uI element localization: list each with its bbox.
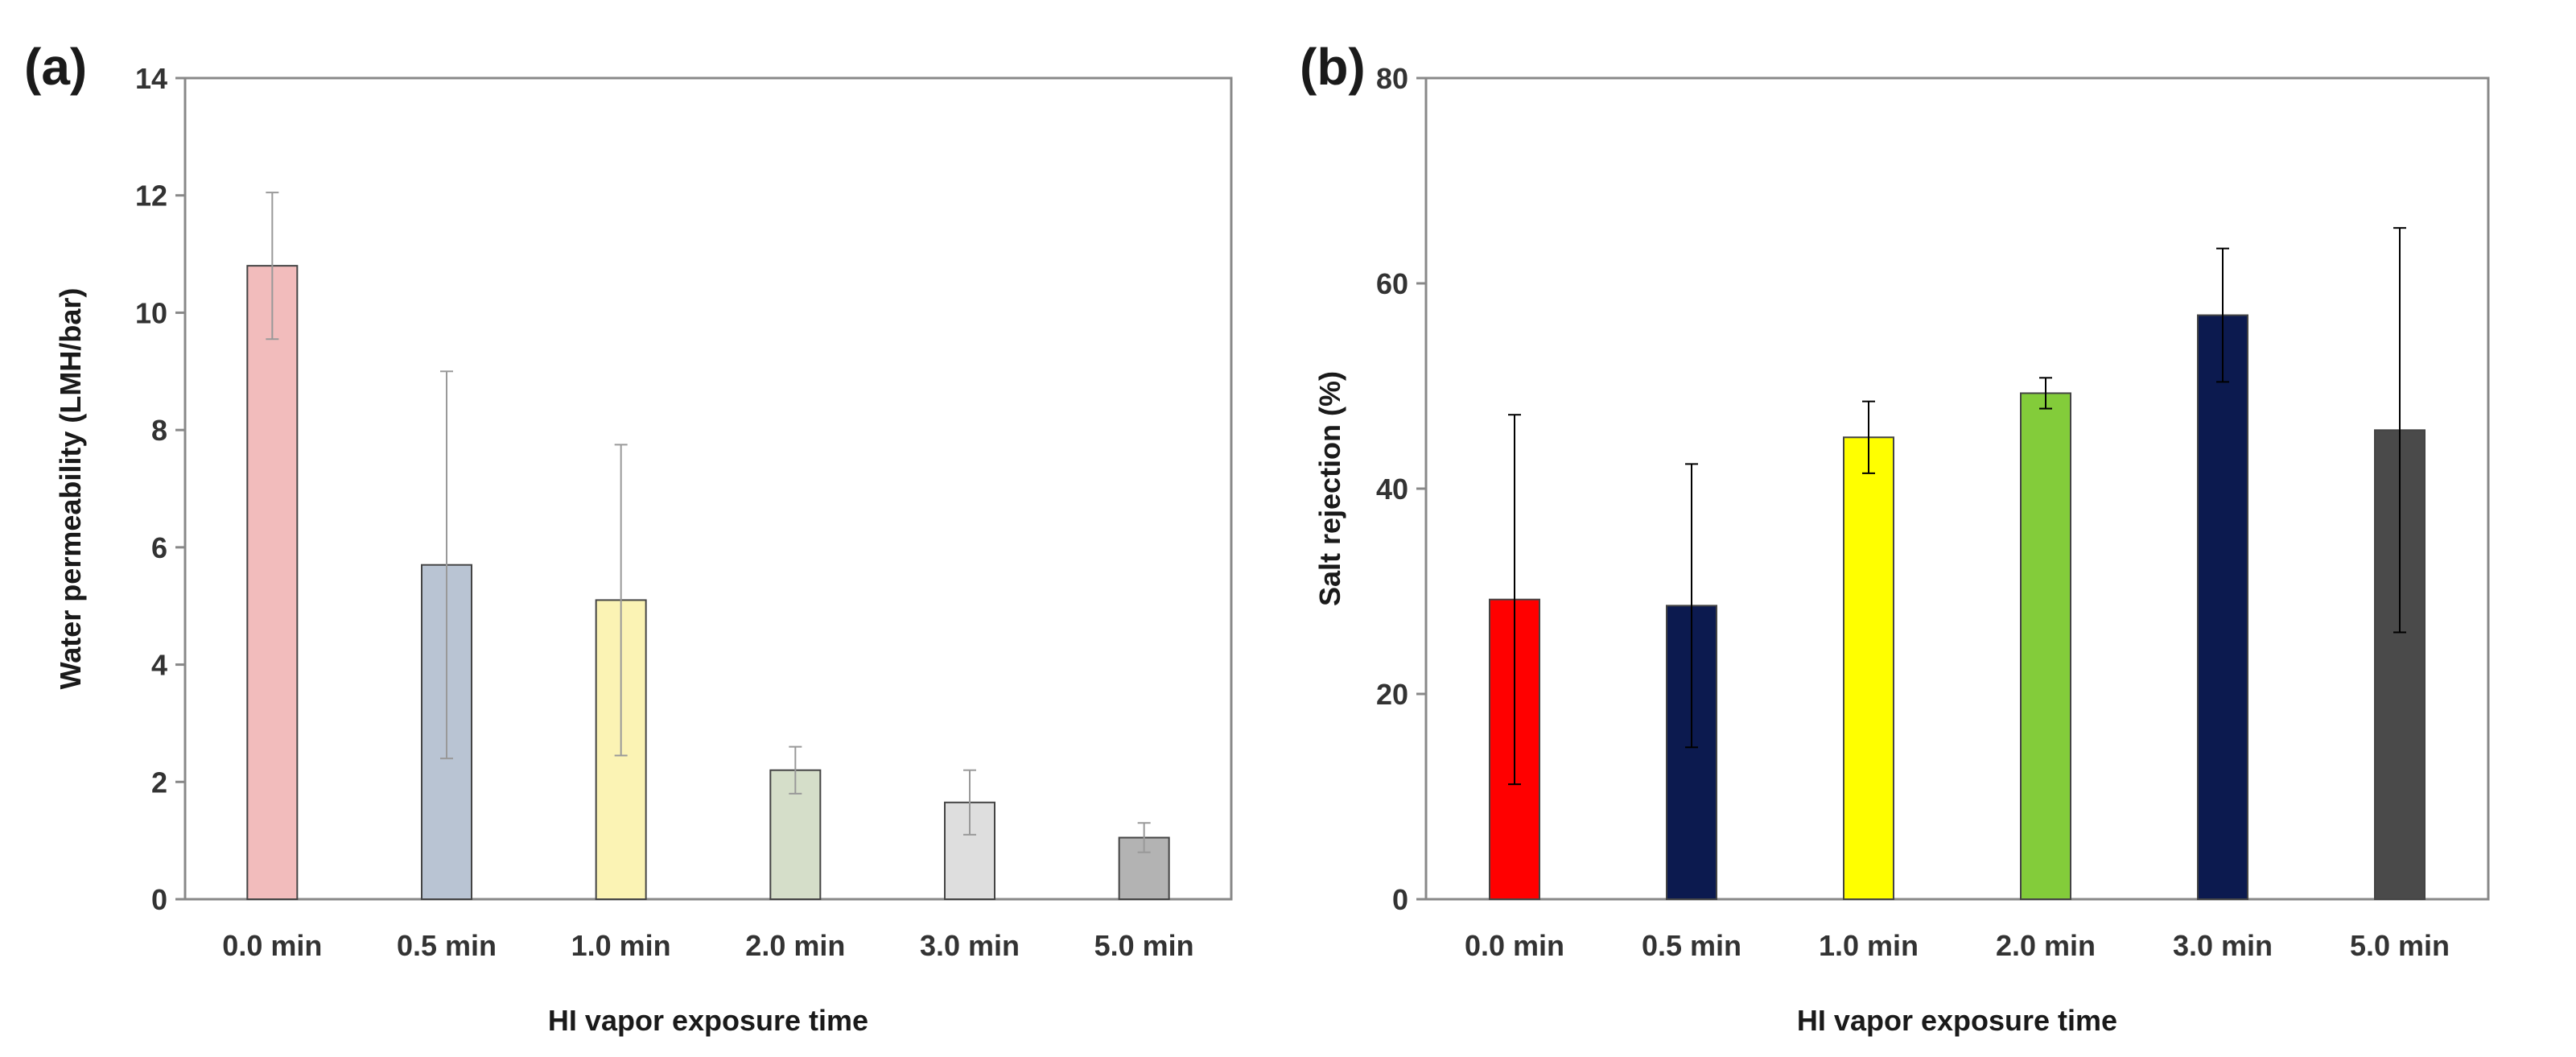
panel-b-bar-2	[1843, 436, 1894, 900]
panel-a-category-label-2: 1.0 min	[571, 929, 671, 962]
panel-b-bar-3	[2020, 392, 2071, 900]
panel-a-y-tick-label-2: 4	[151, 649, 167, 682]
panel-b-y-tick-label-2: 40	[1376, 473, 1408, 506]
panel-a-y-tick-label-7: 14	[135, 62, 167, 95]
panel-b-category-label-1: 0.5 min	[1642, 929, 1741, 962]
panel-b-label: (b)	[1300, 38, 1366, 96]
panel-b-bar-4	[2197, 314, 2248, 900]
panel-a-label: (a)	[24, 38, 87, 96]
panel-a-category-labels: 0.0 min 0.5 min 1.0 min 2.0 min 3.0 min 5.0 m…	[222, 929, 1193, 962]
panel-a-y-tick-label-0: 0	[151, 883, 167, 916]
panel-a-x-axis-title: HI vapor exposure time	[548, 1004, 868, 1037]
panel-a-bar-0	[246, 265, 299, 900]
panel-a-bars	[246, 192, 1170, 901]
panel-b-category-labels: 0.0 min 0.5 min 1.0 min 2.0 min 3.0 min 5.0 m…	[1465, 929, 2450, 962]
panel-b-category-label-4: 3.0 min	[2173, 929, 2273, 962]
panel-b-y-tick-label-4: 80	[1376, 62, 1408, 95]
panel-a-y-tick-label-5: 10	[135, 296, 167, 329]
panel-a-y-axis-title: Water permeability (LMH/bar)	[54, 288, 87, 690]
panel-a-category-label-5: 5.0 min	[1094, 929, 1194, 962]
panel-b-category-label-2: 1.0 min	[1819, 929, 1919, 962]
panel-b-category-label-0: 0.0 min	[1465, 929, 1564, 962]
panel-b-plot-frame	[1424, 76, 2490, 901]
panel-b-y-axis-title: Salt rejection (%)	[1313, 371, 1346, 606]
panel-a-y-tick-label-3: 6	[151, 531, 167, 564]
panel-a-category-label-3: 2.0 min	[745, 929, 845, 962]
panel-b-category-label-3: 2.0 min	[1996, 929, 2096, 962]
panel-a-y-tick-label-6: 12	[135, 180, 167, 213]
panel-a-category-label-0: 0.0 min	[222, 929, 322, 962]
panel-a-y-tick-label-1: 2	[151, 766, 167, 799]
panel-a-y-ticks: 0 2 4 6 8 10 12 14	[135, 62, 185, 916]
panel-b-x-axis-title: HI vapor exposure time	[1797, 1004, 2117, 1037]
panel-a-category-label-1: 0.5 min	[397, 929, 497, 962]
panel-a-category-label-4: 3.0 min	[920, 929, 1020, 962]
panel-b-y-tick-label-1: 20	[1376, 678, 1408, 711]
panel-b-y-tick-label-0: 0	[1392, 883, 1408, 916]
panel-a-y-tick-label-4: 8	[151, 414, 167, 447]
panel-b-bars	[1489, 227, 2426, 900]
panel-a-bar-5	[1118, 836, 1170, 900]
panel-b-category-label-5: 5.0 min	[2350, 929, 2450, 962]
panel-a-plot-frame	[183, 76, 1233, 901]
chart-panel-b: (b) 0 20 40 60 80 0.0 min 0.5 min 1.0 min 2.0 m…	[1300, 38, 2490, 1037]
chart-panel-a: (a) 0 2 4 6 8 10 12 14 0.0 min 0.5 min 1.0 min 2.0…	[24, 38, 1233, 1037]
panel-b-y-tick-label-3: 60	[1376, 267, 1408, 300]
panel-a-bar-4	[944, 801, 995, 900]
panel-b-y-ticks: 0 20 40 60 80	[1376, 62, 1426, 916]
